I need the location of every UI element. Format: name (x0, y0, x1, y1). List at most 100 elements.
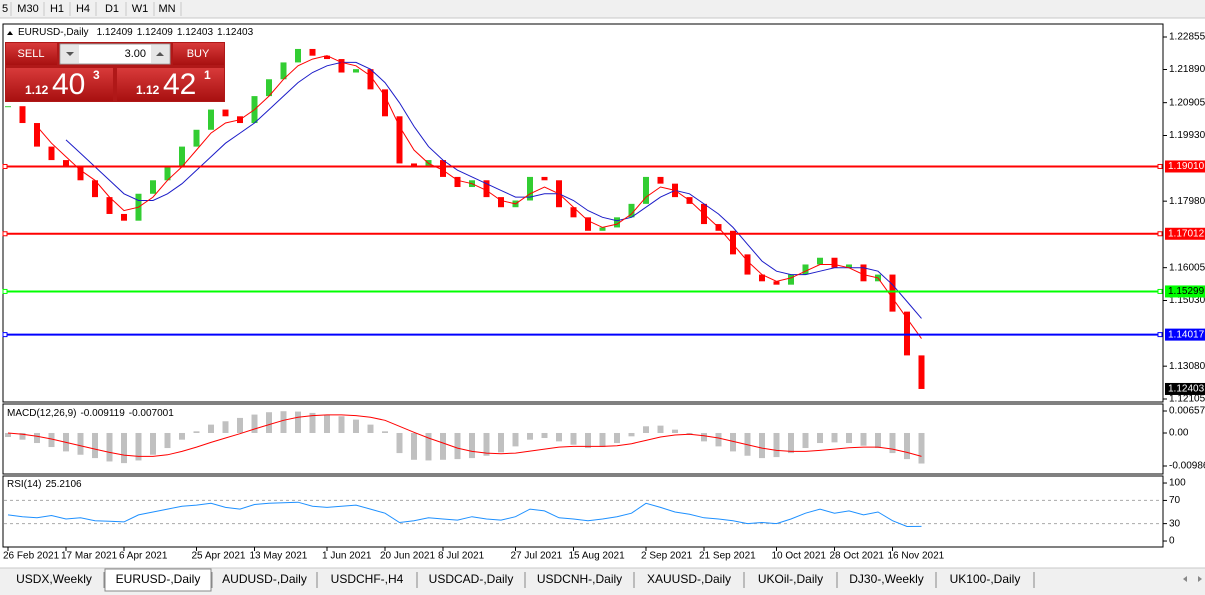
tab[interactable]: USDX,Weekly (16, 572, 92, 586)
price-tick-label: 1.17980 (1169, 196, 1205, 207)
macd-bar (295, 411, 301, 433)
timeframe-button[interactable]: MN (158, 3, 175, 15)
level-label-box (1165, 285, 1205, 298)
macd-bar (280, 411, 287, 433)
macd-bar (817, 432, 823, 444)
candle (266, 79, 272, 97)
tab[interactable]: UKOil-,Daily (758, 572, 823, 586)
macd-bar (92, 432, 98, 459)
macd-bar (498, 432, 504, 453)
x-tick-label: 27 Jul 2021 (511, 551, 563, 562)
macd-bar (266, 412, 272, 433)
level-handle[interactable] (1157, 163, 1163, 169)
x-tick-label: 1 Jun 2021 (322, 551, 372, 562)
rsi-pane (2, 475, 1164, 548)
candle (19, 106, 26, 124)
x-tick-label: 26 Feb 2021 (3, 551, 60, 562)
symbol: EURUSD-,Daily (18, 27, 89, 38)
level-label: 1.15299 (1168, 286, 1205, 297)
level-label: 1.14017 (1168, 329, 1205, 340)
candle (324, 55, 330, 60)
lot-value: 3.00 (125, 48, 146, 60)
timeframe-button[interactable]: M30 (17, 3, 38, 15)
candle (570, 207, 577, 218)
macd-bar (309, 412, 316, 433)
level-handle[interactable] (2, 332, 8, 338)
level-handle[interactable] (1157, 231, 1163, 237)
tab[interactable]: UK100-,Daily (950, 572, 1021, 586)
candle (541, 176, 548, 181)
timeframe-button[interactable]: 5 (2, 3, 8, 15)
candle (599, 227, 606, 231)
active-tab (104, 568, 212, 592)
chart-header: EURUSD-,Daily 1.12409 1.12409 1.12403 1.1240… (18, 27, 254, 38)
macd-bar (338, 416, 345, 433)
macd-bar (759, 432, 765, 459)
candle (527, 176, 533, 201)
ask-box[interactable] (117, 68, 224, 101)
candle (309, 48, 316, 56)
candle (440, 160, 446, 177)
macd-bar (193, 431, 200, 433)
rsi-value: 25.2106 (45, 479, 82, 490)
timeframe-button[interactable]: H4 (76, 3, 90, 15)
indicator-name: RSI(14) (7, 479, 41, 490)
indicator-name: MACD(12,26,9) (7, 408, 76, 419)
price-label: 1.12403 (1168, 384, 1205, 395)
candle (5, 106, 11, 108)
macd-bar (106, 432, 113, 462)
candle (353, 69, 359, 73)
level-label: 1.17012 (1168, 228, 1205, 239)
candle (34, 123, 40, 147)
timeframe-button[interactable]: D1 (105, 3, 119, 15)
level-handle[interactable] (2, 231, 8, 237)
lot-box[interactable] (59, 43, 171, 65)
tab[interactable]: USDCAD-,Daily (429, 572, 514, 586)
sell-button[interactable] (6, 43, 57, 65)
x-tick-label: 20 Jun 2021 (380, 551, 435, 562)
candle (150, 180, 156, 194)
level-handle[interactable] (1157, 288, 1163, 294)
level-handle[interactable] (2, 288, 8, 294)
tab[interactable]: DJ30-,Weekly (849, 572, 923, 586)
level-label-box (1165, 160, 1205, 173)
macd-bar (599, 432, 606, 448)
candle (657, 176, 664, 184)
macd-bar (454, 432, 461, 460)
scroll-left[interactable] (1183, 576, 1187, 582)
tab[interactable]: AUDUSD-,Daily (222, 572, 307, 586)
macd-bar (367, 424, 374, 433)
macd-bar (48, 432, 55, 448)
candle (338, 59, 345, 73)
tab[interactable]: USDCNH-,Daily (537, 572, 622, 586)
buy-button[interactable] (173, 43, 224, 65)
moving-average (36, 55, 922, 339)
bid-box[interactable] (6, 68, 113, 101)
macd-bar (469, 432, 475, 459)
candle (643, 176, 649, 204)
candle (730, 230, 736, 255)
macd-bar (889, 432, 896, 454)
candle (92, 180, 98, 198)
macd-bar (846, 432, 852, 444)
level-handle[interactable] (1157, 332, 1163, 338)
rsi-tick-label: 70 (1169, 495, 1181, 506)
candle (773, 281, 780, 285)
rsi-tick-label: 100 (1169, 478, 1186, 489)
macd-tick-label: 0.00657 (1169, 406, 1205, 417)
macd-bar (614, 432, 620, 444)
timeframe-button[interactable]: W1 (132, 3, 149, 15)
level-handle[interactable] (2, 163, 8, 169)
macd-bar (425, 432, 432, 461)
macd-bar (5, 432, 11, 438)
timeframe-button[interactable]: H1 (50, 3, 64, 15)
macd-bar (353, 419, 359, 433)
tab[interactable]: EURUSD-,Daily (116, 572, 201, 586)
x-tick-label: 28 Oct 2021 (830, 551, 885, 562)
macd-bar (382, 431, 388, 433)
macd-bar (440, 432, 446, 460)
scroll-right[interactable] (1198, 576, 1202, 582)
tab[interactable]: XAUUSD-,Daily (647, 572, 731, 586)
tab[interactable]: USDCHF-,H4 (331, 572, 404, 586)
